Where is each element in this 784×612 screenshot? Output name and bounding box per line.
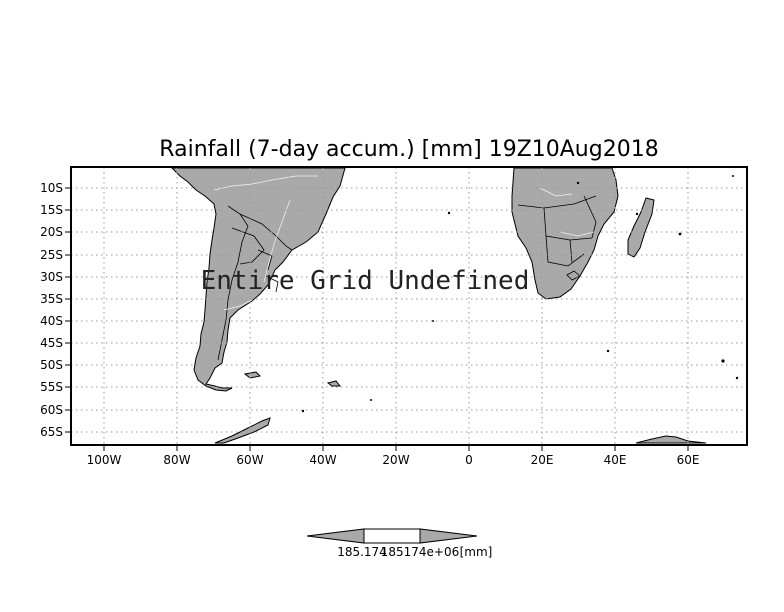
lon-label: 80W (163, 453, 190, 467)
border-uruguay (265, 275, 279, 293)
island-dot (732, 175, 734, 177)
rivers (213, 175, 595, 311)
river-zambezi (559, 231, 595, 237)
island-dot (721, 359, 725, 363)
colorbar-right-value: 185174e+06 (381, 545, 460, 559)
border-andes (217, 205, 249, 361)
lon-label: 0 (465, 453, 473, 467)
lat-label: 40S (40, 314, 63, 328)
country-borders (217, 195, 597, 361)
lat-label: 55S (40, 380, 63, 394)
border-bolivia (231, 227, 265, 265)
border-africa-1 (517, 195, 597, 209)
border-paraguay (257, 249, 273, 271)
antarctic-coast-east (635, 435, 707, 444)
border-africa-5 (583, 195, 597, 239)
lat-label: 25S (40, 248, 63, 262)
lon-label: 40W (309, 453, 336, 467)
island-dot (370, 399, 372, 401)
lat-labels: 10S 15S 20S 25S 30S 35S 40S 45S 50S 55S … (40, 181, 63, 439)
antarctic-peninsula (214, 417, 271, 444)
lat-axis (65, 187, 71, 433)
falkland-islands (243, 371, 262, 379)
madagascar (627, 197, 655, 258)
colorbar-middle (363, 528, 421, 544)
lat-label: 60S (40, 403, 63, 417)
colorbar-right-arrow (419, 528, 478, 544)
border-lesotho (566, 270, 581, 281)
island-dot (576, 181, 580, 185)
lat-label: 45S (40, 336, 63, 350)
lat-label: 15S (40, 203, 63, 217)
river-parana (263, 199, 291, 283)
graticule (71, 167, 747, 445)
lat-label: 30S (40, 270, 63, 284)
colorbar-left-value: 185.174 (337, 545, 387, 559)
land-masses (170, 167, 707, 444)
island-dot (678, 232, 682, 236)
colorbar-left-arrow (306, 528, 365, 544)
lon-label: 60W (236, 453, 263, 467)
lon-labels: 100W 80W 60W 40W 20W 0 20E 40E 60E (87, 453, 700, 467)
island-dot (635, 212, 639, 216)
river-congo (539, 187, 573, 197)
lon-label: 100W (87, 453, 122, 467)
river-patagonia (223, 299, 253, 311)
river-amazon (213, 175, 318, 191)
border-africa-3 (545, 235, 585, 267)
south-georgia (326, 380, 342, 387)
lon-label: 40E (604, 453, 627, 467)
africa (511, 167, 619, 300)
small-islands (301, 175, 739, 413)
lon-label: 60E (677, 453, 700, 467)
lat-label: 65S (40, 425, 63, 439)
island-dot (735, 376, 739, 380)
map-title: Rainfall (7-day accum.) [mm] 19Z10Aug201… (159, 137, 658, 162)
border-africa-4 (569, 239, 573, 263)
lat-label: 10S (40, 181, 63, 195)
border-brazil (239, 213, 293, 251)
lon-label: 20E (531, 453, 554, 467)
lon-label: 20W (382, 453, 409, 467)
lat-label: 50S (40, 358, 63, 372)
map-frame (70, 166, 748, 446)
island-dot (606, 349, 610, 353)
lon-axis (103, 445, 689, 451)
lat-label: 20S (40, 225, 63, 239)
lat-label: 35S (40, 292, 63, 306)
colorbar-unit: [mm] (460, 545, 493, 559)
colorbar: 185.174 185174e+06 [mm] (306, 528, 493, 559)
undefined-grid-message: Entire Grid Undefined (201, 266, 530, 296)
south-america (170, 167, 346, 392)
island-dot (447, 211, 451, 215)
border-africa-2 (543, 207, 593, 241)
